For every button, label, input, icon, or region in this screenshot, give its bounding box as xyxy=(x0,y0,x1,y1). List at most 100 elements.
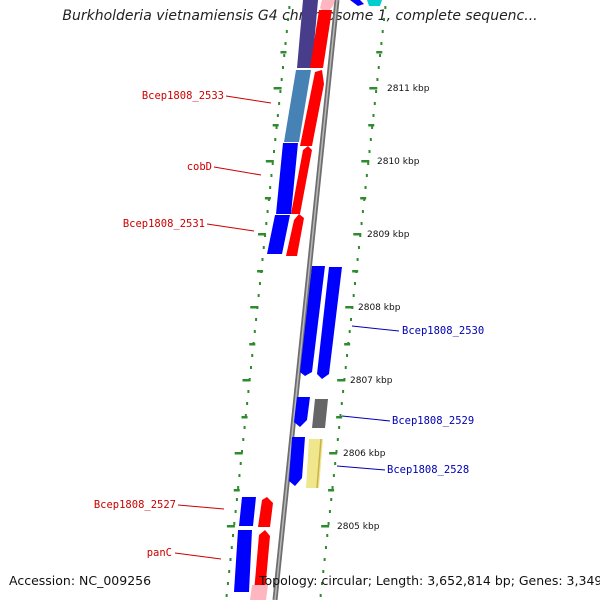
ring-dot xyxy=(230,546,233,549)
ring-dot xyxy=(336,438,339,441)
gene-feature-panC-pink[interactable] xyxy=(250,585,268,600)
scale-labels: 2811 kbp 2810 kbp 2809 kbp 2808 kbp 2807… xyxy=(337,84,430,532)
gene-label-Bcep1808_2533[interactable]: Bcep1808_2533 xyxy=(142,90,224,102)
ring-dot xyxy=(255,318,258,321)
ring-dot xyxy=(327,522,330,525)
ring-dot xyxy=(280,78,283,81)
scale-label-2808: 2808 kbp xyxy=(358,303,401,313)
ring-dot xyxy=(275,126,278,129)
gene-feature-Bcep1808_2530-b[interactable] xyxy=(317,267,342,379)
ring-dot xyxy=(320,582,323,585)
gene-feature-top-blue[interactable] xyxy=(350,0,364,6)
gene-feature-cobD[interactable] xyxy=(276,143,298,214)
ring-dot xyxy=(364,186,367,189)
gene-label-Bcep1808_2527[interactable]: Bcep1808_2527 xyxy=(94,499,176,511)
scale-tick-minor xyxy=(360,197,367,200)
ring-dot xyxy=(350,318,353,321)
ring-dot xyxy=(383,18,386,21)
gene-feature-panC-b[interactable] xyxy=(254,530,270,592)
scale-tick-minor xyxy=(241,416,248,419)
gene-feature-Bcep1808_2527-b[interactable] xyxy=(258,497,273,527)
gene-feature-top-cyan[interactable] xyxy=(367,0,382,6)
ring-dot xyxy=(273,150,275,153)
ring-dot xyxy=(357,246,360,249)
ring-dot xyxy=(229,558,232,561)
ring-dot xyxy=(381,30,384,33)
ring-dot xyxy=(239,462,242,465)
gene-feature-Bcep1808_2527-a[interactable] xyxy=(239,497,256,526)
gene-feature-red-2[interactable] xyxy=(300,70,324,146)
ring-dot xyxy=(242,438,245,441)
scale-tick xyxy=(250,306,259,309)
ring-dot xyxy=(376,78,379,81)
gene-feature-Bcep1808_2529-a[interactable] xyxy=(294,397,310,427)
ring-dot xyxy=(340,402,343,405)
scale-label-2809: 2809 kbp xyxy=(367,230,410,240)
accession-text: Accession: NC_009256 xyxy=(9,573,152,588)
gene-feature-red-3[interactable] xyxy=(291,146,312,214)
ring-dot xyxy=(278,102,281,105)
ring-dot xyxy=(246,402,249,405)
gene-feature-Bcep1808_2529-b[interactable] xyxy=(312,399,328,428)
ring-dot xyxy=(257,294,260,297)
gene-feature-Bcep1808_2528-a[interactable] xyxy=(289,437,305,486)
ring-dot xyxy=(323,558,326,561)
map-title: Burkholderia vietnamiensis G4 chromosome… xyxy=(62,8,538,24)
scale-tick xyxy=(353,233,362,236)
ring-dot xyxy=(238,474,241,477)
scale-tick-minor xyxy=(344,343,351,346)
ring-dot xyxy=(342,390,345,393)
ring-dot xyxy=(326,534,329,537)
ring-dot xyxy=(283,54,286,57)
ring-dot xyxy=(338,426,341,429)
ring-dot xyxy=(344,366,347,369)
ring-dot xyxy=(380,42,383,45)
scale-tick-minor xyxy=(257,270,264,273)
ring-dot xyxy=(379,54,382,57)
ring-dot xyxy=(365,174,368,177)
scale-tick xyxy=(337,379,346,382)
scale-tick-minor xyxy=(328,489,335,492)
scale-tick xyxy=(369,87,378,90)
scale-tick-minor xyxy=(233,489,240,492)
scale-tick xyxy=(361,160,370,163)
label-leaders xyxy=(174,95,400,560)
gene-feature-Bcep1808_2530-a[interactable] xyxy=(300,266,325,376)
ring-dot xyxy=(331,486,334,489)
gene-label-Bcep1808_2529[interactable]: Bcep1808_2529 xyxy=(392,415,474,427)
gene-label-Bcep1808_2528[interactable]: Bcep1808_2528 xyxy=(387,464,469,476)
gene-label-panC[interactable]: panC xyxy=(147,547,172,559)
gene-feature-Bcep1808_2533[interactable] xyxy=(284,70,311,142)
ring-dot xyxy=(249,366,252,369)
scale-label-2811: 2811 kbp xyxy=(387,84,430,94)
scale-tick xyxy=(321,525,330,528)
ring-dot xyxy=(247,390,250,393)
backbone xyxy=(272,0,340,600)
gene-feature-panC-a[interactable] xyxy=(234,530,252,592)
scale-ticks xyxy=(226,51,383,528)
scale-tick-minor xyxy=(352,270,359,273)
ring-dot xyxy=(377,66,380,69)
gene-labels[interactable]: Bcep1808_2533 cobD Bcep1808_2531 Bcep180… xyxy=(94,90,484,559)
ring-dot xyxy=(234,510,237,513)
scale-tick-minor xyxy=(376,51,383,54)
ring-dot xyxy=(353,282,356,285)
gene-label-Bcep1808_2531[interactable]: Bcep1808_2531 xyxy=(123,218,205,230)
ring-dot xyxy=(270,174,273,177)
gene-label-cobD[interactable]: cobD xyxy=(187,161,212,173)
ring-dot xyxy=(269,186,272,189)
ring-dot xyxy=(346,354,349,357)
scale-tick-minor xyxy=(368,124,375,127)
gene-features[interactable] xyxy=(234,0,382,600)
ring-dot xyxy=(369,138,372,141)
scale-label-2805: 2805 kbp xyxy=(337,522,380,532)
ring-dot xyxy=(360,222,363,225)
ring-dot xyxy=(241,450,243,453)
ring-dot xyxy=(335,450,338,453)
gene-label-Bcep1808_2530[interactable]: Bcep1808_2530 xyxy=(402,325,484,337)
gene-feature-red-1[interactable] xyxy=(310,10,332,68)
scale-label-2810: 2810 kbp xyxy=(377,157,420,167)
gene-feature-Bcep1808_2531[interactable] xyxy=(267,215,290,254)
gene-feature-red-4[interactable] xyxy=(286,214,304,256)
